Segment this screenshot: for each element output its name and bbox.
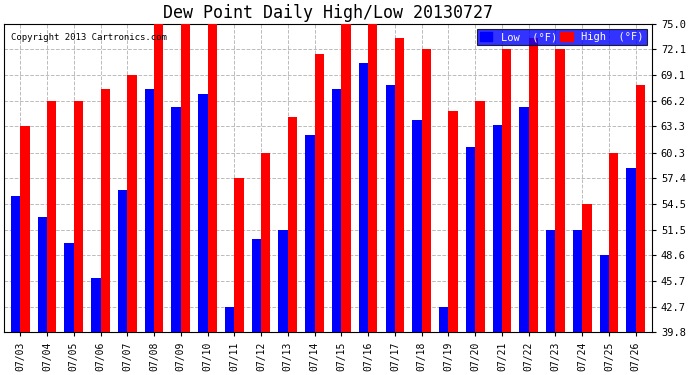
Bar <box>171 107 181 332</box>
Bar <box>154 24 164 332</box>
Bar <box>235 178 244 332</box>
Bar <box>38 217 47 332</box>
Bar <box>573 230 582 332</box>
Bar <box>11 196 20 332</box>
Bar <box>74 101 83 332</box>
Title: Dew Point Daily High/Low 20130727: Dew Point Daily High/Low 20130727 <box>163 4 493 22</box>
Bar <box>609 153 618 332</box>
Bar <box>64 243 74 332</box>
Bar <box>493 124 502 332</box>
Bar <box>288 117 297 332</box>
Bar <box>252 238 261 332</box>
Bar <box>635 85 645 332</box>
Bar <box>582 204 591 332</box>
Bar <box>127 75 137 332</box>
Bar <box>20 126 30 332</box>
Bar <box>422 49 431 332</box>
Bar <box>600 255 609 332</box>
Text: Copyright 2013 Cartronics.com: Copyright 2013 Cartronics.com <box>10 33 166 42</box>
Bar <box>475 101 484 332</box>
Bar <box>145 90 154 332</box>
Bar <box>208 24 217 332</box>
Bar <box>101 90 110 332</box>
Bar <box>448 111 457 332</box>
Bar <box>466 147 475 332</box>
Bar <box>118 190 127 332</box>
Bar <box>555 49 565 332</box>
Bar <box>305 135 315 332</box>
Bar <box>332 90 342 332</box>
Bar <box>261 153 270 332</box>
Bar <box>439 307 449 332</box>
Bar <box>529 38 538 332</box>
Bar <box>520 107 529 332</box>
Bar <box>502 49 511 332</box>
Bar <box>91 278 101 332</box>
Bar <box>225 307 235 332</box>
Bar <box>368 24 377 332</box>
Legend: Low  (°F), High  (°F): Low (°F), High (°F) <box>477 29 647 45</box>
Bar <box>315 54 324 332</box>
Bar <box>342 24 351 332</box>
Bar <box>47 101 57 332</box>
Bar <box>181 24 190 332</box>
Bar <box>198 94 208 332</box>
Bar <box>279 230 288 332</box>
Bar <box>395 38 404 332</box>
Bar <box>359 63 368 332</box>
Bar <box>546 230 555 332</box>
Bar <box>627 168 635 332</box>
Bar <box>413 120 422 332</box>
Bar <box>386 85 395 332</box>
